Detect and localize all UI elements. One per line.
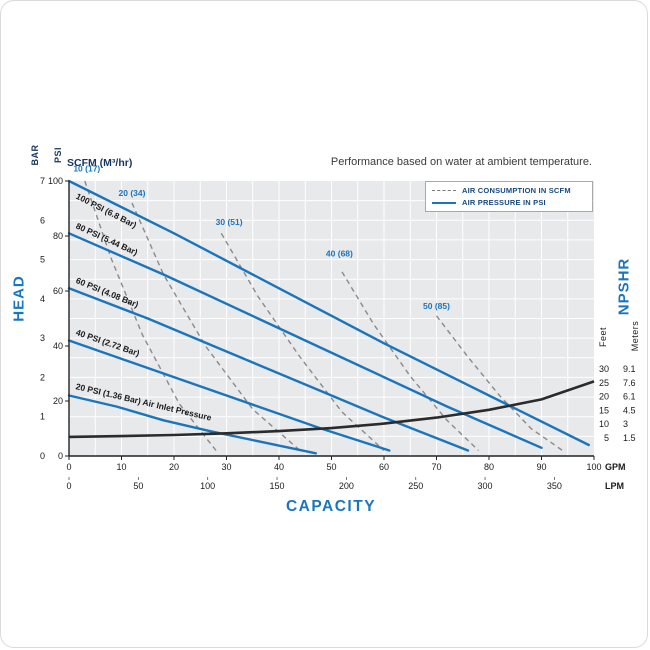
svg-text:25: 25 [599, 378, 609, 388]
dashed-line-icon [432, 190, 456, 191]
svg-text:5: 5 [40, 255, 45, 265]
svg-text:50 (85): 50 (85) [423, 301, 450, 311]
head-axis-title: HEAD [10, 275, 28, 322]
capacity-axis-title: CAPACITY [285, 498, 377, 515]
legend-label: AIR PRESSURE IN PSI [462, 198, 546, 207]
svg-text:30 (51): 30 (51) [216, 217, 243, 227]
svg-text:50: 50 [326, 462, 336, 472]
svg-text:40: 40 [53, 341, 63, 351]
svg-text:1.5: 1.5 [623, 433, 636, 443]
svg-text:LPM: LPM [605, 481, 624, 491]
scfm-axis-header: SCFM (M³/hr) [67, 157, 133, 169]
svg-text:4: 4 [40, 294, 45, 304]
meters-unit-label: Meters [630, 320, 640, 352]
svg-text:10 (17): 10 (17) [73, 163, 100, 173]
svg-text:2: 2 [40, 372, 45, 382]
feet-unit-label: Feet [598, 327, 608, 348]
svg-text:30: 30 [599, 364, 609, 374]
legend-item-air-pressure: AIR PRESSURE IN PSI [432, 198, 586, 207]
svg-text:4.5: 4.5 [623, 405, 636, 415]
svg-text:40: 40 [274, 462, 284, 472]
svg-text:100: 100 [200, 481, 215, 491]
psi-unit-label: PSI [53, 147, 63, 164]
svg-text:90: 90 [536, 462, 546, 472]
chart-note: Performance based on water at ambient te… [330, 156, 592, 168]
svg-text:60: 60 [53, 286, 63, 296]
svg-text:9.1: 9.1 [623, 364, 636, 374]
svg-text:7.6: 7.6 [623, 378, 636, 388]
svg-text:0: 0 [66, 462, 71, 472]
bar-unit-label: BAR [30, 144, 40, 166]
svg-text:10: 10 [116, 462, 126, 472]
svg-text:150: 150 [270, 481, 285, 491]
svg-text:250: 250 [408, 481, 423, 491]
legend: AIR CONSUMPTION IN SCFM AIR PRESSURE IN … [425, 181, 593, 212]
svg-text:3: 3 [40, 333, 45, 343]
svg-text:3: 3 [623, 419, 628, 429]
svg-text:100: 100 [586, 462, 601, 472]
svg-text:20: 20 [599, 392, 609, 402]
svg-text:300: 300 [478, 481, 493, 491]
svg-text:80: 80 [53, 231, 63, 241]
svg-text:0: 0 [58, 451, 63, 461]
svg-text:60: 60 [379, 462, 389, 472]
svg-text:20: 20 [53, 396, 63, 406]
svg-text:0: 0 [66, 481, 71, 491]
svg-text:70: 70 [431, 462, 441, 472]
svg-text:1: 1 [40, 412, 45, 422]
svg-text:40 (68): 40 (68) [326, 249, 353, 259]
svg-text:100: 100 [48, 176, 63, 186]
svg-text:50: 50 [133, 481, 143, 491]
svg-text:200: 200 [339, 481, 354, 491]
solid-line-icon [432, 201, 456, 204]
svg-text:6: 6 [40, 215, 45, 225]
svg-text:80: 80 [484, 462, 494, 472]
legend-item-air-consumption: AIR CONSUMPTION IN SCFM [432, 186, 586, 195]
svg-text:20: 20 [169, 462, 179, 472]
svg-text:GPM: GPM [605, 462, 626, 472]
legend-label: AIR CONSUMPTION IN SCFM [462, 186, 571, 195]
svg-text:15: 15 [599, 405, 609, 415]
svg-text:6.1: 6.1 [623, 392, 636, 402]
svg-text:20 (34): 20 (34) [119, 188, 146, 198]
svg-text:30: 30 [221, 462, 231, 472]
svg-text:350: 350 [547, 481, 562, 491]
svg-text:7: 7 [40, 176, 45, 186]
svg-text:5: 5 [604, 433, 609, 443]
svg-text:0: 0 [40, 451, 45, 461]
svg-text:10: 10 [599, 419, 609, 429]
